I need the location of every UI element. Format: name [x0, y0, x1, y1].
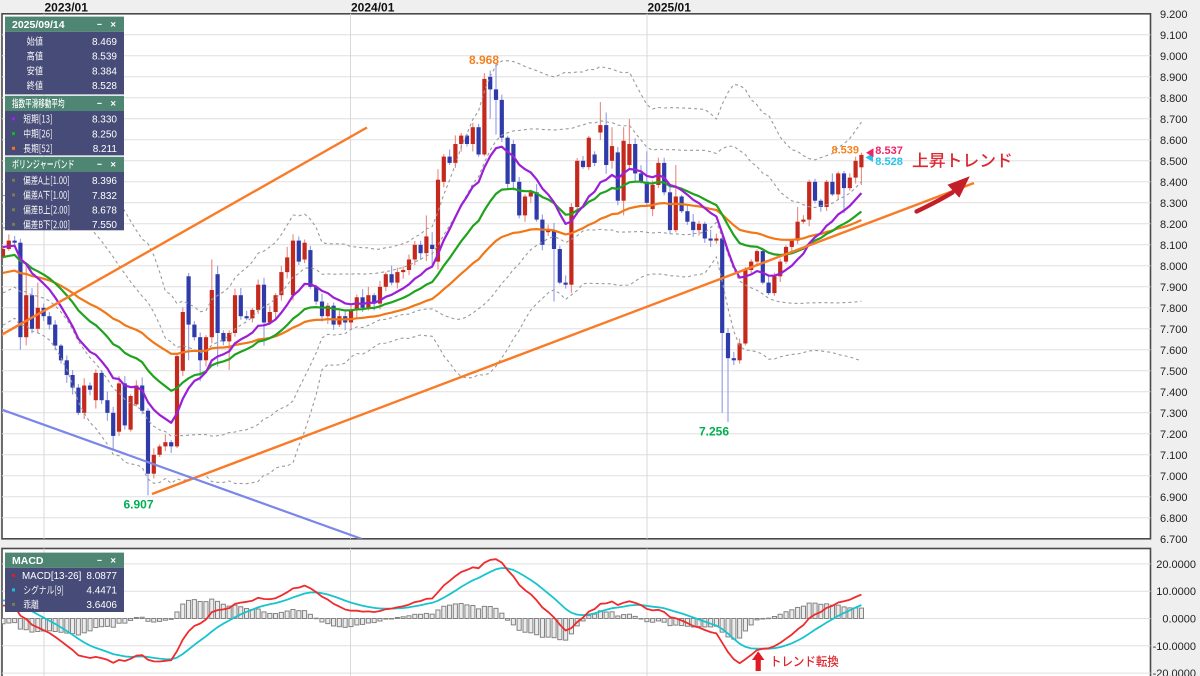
svg-text:2025/09/14: 2025/09/14 [12, 19, 65, 31]
svg-text:7.100: 7.100 [1160, 450, 1188, 462]
svg-text:8.800: 8.800 [1160, 93, 1188, 105]
svg-text:9.200: 9.200 [1160, 9, 1188, 21]
svg-text:4.4471: 4.4471 [86, 586, 117, 597]
svg-text:8.0877: 8.0877 [86, 571, 117, 582]
svg-text:6.900: 6.900 [1160, 492, 1188, 504]
svg-text:8.600: 8.600 [1160, 135, 1188, 147]
svg-text:10.0000: 10.0000 [1156, 586, 1196, 598]
svg-text:6.800: 6.800 [1160, 513, 1188, 525]
svg-text:8.537: 8.537 [875, 145, 903, 157]
svg-text:MACD[13-26]: MACD[13-26] [22, 571, 82, 582]
svg-text:8.100: 8.100 [1160, 240, 1188, 252]
svg-text:-20.0000: -20.0000 [1153, 668, 1196, 676]
svg-text:8.469: 8.469 [92, 37, 117, 48]
svg-text:8.539: 8.539 [92, 52, 117, 63]
svg-text:7.600: 7.600 [1160, 345, 1188, 357]
svg-text:7.900: 7.900 [1160, 282, 1188, 294]
svg-text:7.500: 7.500 [1160, 366, 1188, 378]
svg-text:8.000: 8.000 [1160, 261, 1188, 273]
svg-text:7.550: 7.550 [92, 220, 117, 231]
svg-text:7.800: 7.800 [1160, 303, 1188, 315]
svg-text:7.700: 7.700 [1160, 324, 1188, 336]
svg-text:8.539: 8.539 [831, 145, 859, 157]
svg-text:8.384: 8.384 [92, 66, 117, 77]
svg-text:7.256: 7.256 [699, 425, 729, 439]
svg-text:8.700: 8.700 [1160, 114, 1188, 126]
svg-text:8.678: 8.678 [92, 206, 117, 217]
svg-text:-10.0000: -10.0000 [1153, 641, 1196, 653]
svg-text:0.0000: 0.0000 [1162, 614, 1196, 626]
svg-text:8.400: 8.400 [1160, 177, 1188, 189]
svg-text:8.528: 8.528 [875, 156, 903, 168]
svg-text:7.200: 7.200 [1160, 429, 1188, 441]
svg-text:6.700: 6.700 [1160, 534, 1188, 546]
svg-text:8.211: 8.211 [93, 144, 118, 155]
svg-text:20.0000: 20.0000 [1156, 559, 1196, 571]
svg-text:8.396: 8.396 [92, 176, 117, 187]
svg-text:7.400: 7.400 [1160, 387, 1188, 399]
svg-text:6.907: 6.907 [123, 498, 153, 512]
svg-text:8.250: 8.250 [92, 129, 117, 140]
svg-text:8.528: 8.528 [92, 81, 117, 92]
svg-text:8.968: 8.968 [469, 53, 499, 67]
svg-text:7.300: 7.300 [1160, 408, 1188, 420]
svg-text:2023/01: 2023/01 [45, 1, 89, 15]
svg-text:8.900: 8.900 [1160, 72, 1188, 84]
svg-text:2025/01: 2025/01 [648, 1, 692, 15]
svg-text:8.300: 8.300 [1160, 198, 1188, 210]
svg-text:2024/01: 2024/01 [351, 1, 395, 15]
svg-text:7.832: 7.832 [92, 191, 117, 202]
svg-text:9.100: 9.100 [1160, 30, 1188, 42]
svg-text:8.330: 8.330 [92, 115, 117, 126]
svg-text:3.6406: 3.6406 [86, 600, 117, 611]
svg-text:9.000: 9.000 [1160, 51, 1188, 63]
svg-text:8.500: 8.500 [1160, 156, 1188, 168]
svg-text:8.200: 8.200 [1160, 219, 1188, 231]
svg-text:7.000: 7.000 [1160, 471, 1188, 483]
svg-text:MACD: MACD [12, 555, 44, 567]
